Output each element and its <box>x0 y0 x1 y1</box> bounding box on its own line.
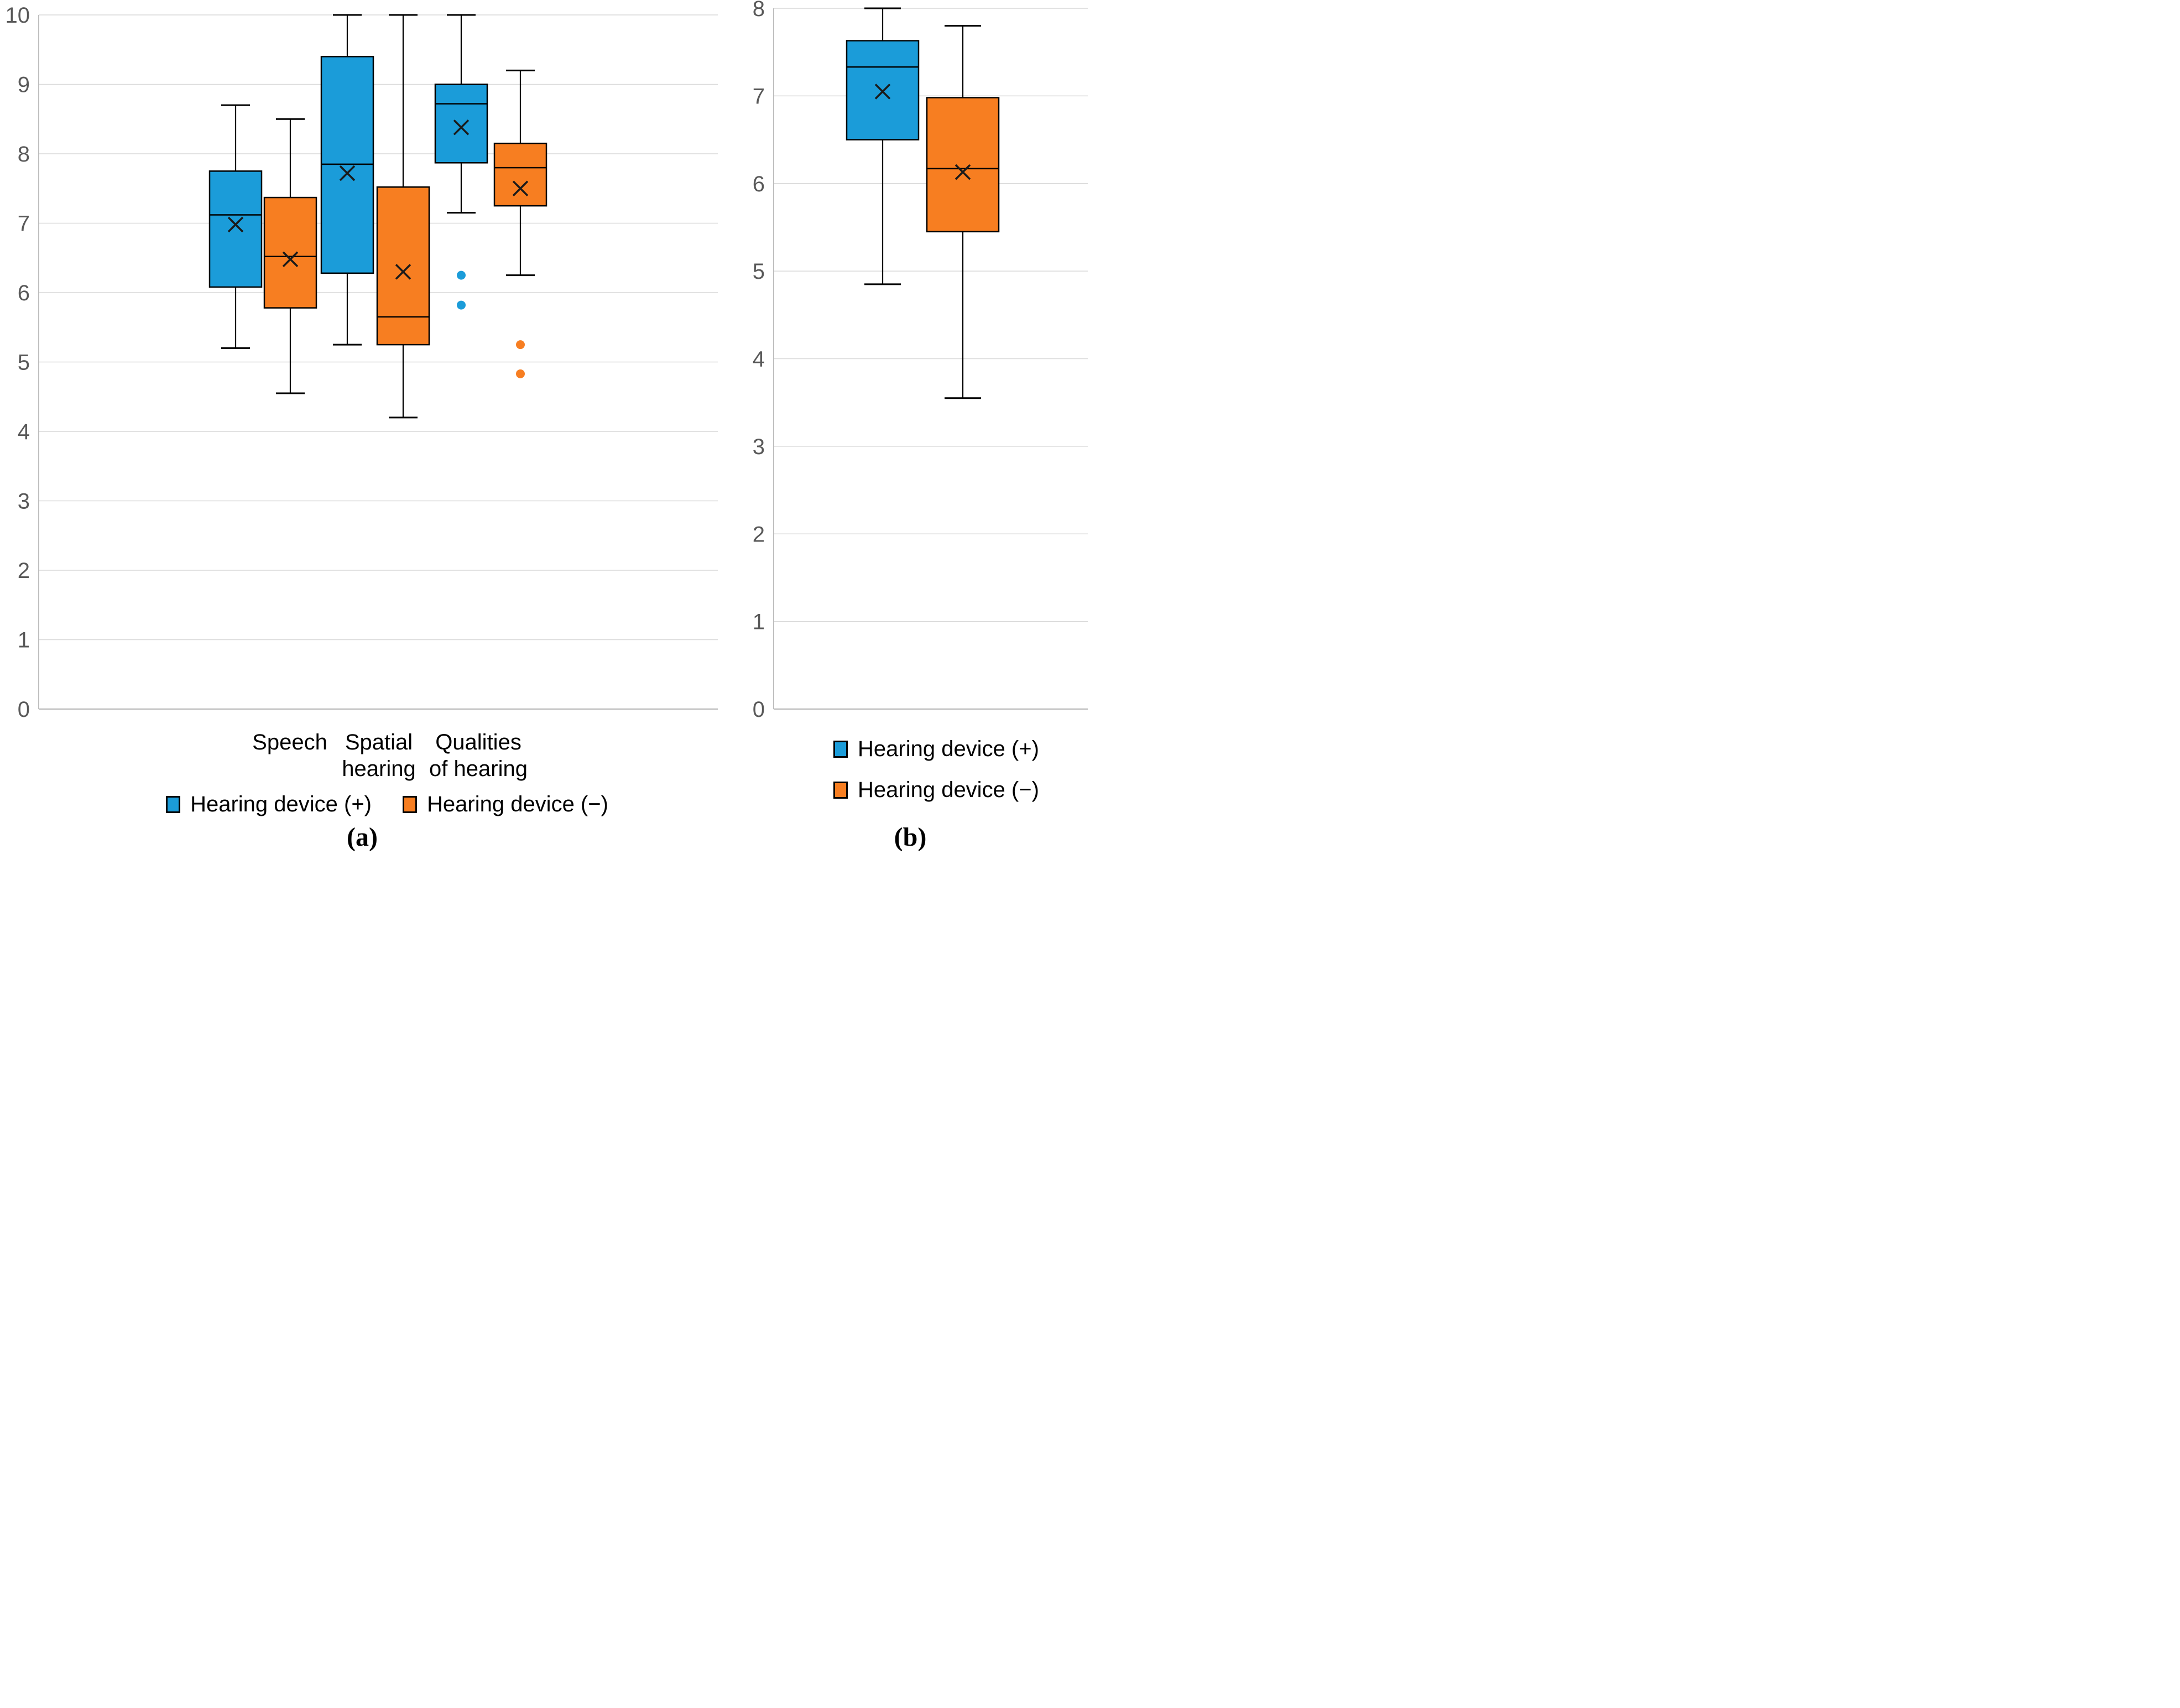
caption-a: (a) <box>347 822 378 852</box>
legend-swatch-negative-icon <box>833 782 848 799</box>
legend-item-positive: Hearing device (+) <box>166 792 372 817</box>
outlier-dot <box>457 270 466 280</box>
series-positive <box>208 14 488 349</box>
box-whisker <box>926 25 1000 399</box>
y-tick-label: 9 <box>18 73 30 97</box>
caption-b: (b) <box>894 822 927 852</box>
gridlines <box>774 8 1088 710</box>
y-tick-label: 1 <box>753 610 765 634</box>
legend-swatch-negative-icon <box>403 796 417 813</box>
y-tick-label: 4 <box>753 347 765 372</box>
legend-item-negative: Hearing device (−) <box>833 778 1039 803</box>
y-tick-label: 5 <box>753 259 765 284</box>
category-label-line: Qualities <box>435 730 521 754</box>
y-axis-tick-labels: 8 7 6 5 4 3 2 1 0 <box>753 0 765 722</box>
legend-label-negative: Hearing device (−) <box>427 792 608 816</box>
category-label-line: of hearing <box>429 757 528 781</box>
box-whisker <box>208 104 263 349</box>
category-label-line: Speech <box>252 730 327 754</box>
series-negative <box>263 14 547 419</box>
box-whisker <box>320 14 374 346</box>
category-label-line: Spatial <box>345 730 413 754</box>
outlier-dot <box>457 300 466 310</box>
box-whisker <box>263 118 317 394</box>
y-tick-label: 7 <box>18 212 30 236</box>
y-tick-label: 3 <box>18 490 30 514</box>
y-tick-label: 0 <box>18 697 30 722</box>
y-tick-label: 5 <box>18 351 30 375</box>
legend-item-positive: Hearing device (+) <box>833 737 1039 762</box>
y-tick-label: 0 <box>753 697 765 722</box>
y-tick-label: 2 <box>753 522 765 546</box>
boxplot-chart-b: 8 7 6 5 4 3 2 1 0 <box>753 0 1088 722</box>
legend-label-positive: Hearing device (+) <box>858 737 1039 761</box>
y-tick-label: 8 <box>753 0 765 21</box>
y-tick-label: 7 <box>753 84 765 108</box>
legend-a: Hearing device (+) Hearing device (−) <box>0 792 724 817</box>
box-whisker <box>434 14 488 310</box>
category-label-qualities-of-hearing: Qualities of hearing <box>390 729 567 782</box>
category-label-speech: Speech <box>201 729 378 756</box>
y-tick-label: 8 <box>18 142 30 166</box>
legend-item-negative: Hearing device (−) <box>403 792 608 817</box>
figure-boxplots: 10 9 8 7 6 5 4 3 2 1 0 Speech Spatial hearing Qual… <box>0 0 1090 854</box>
series-negative <box>926 25 1000 399</box>
box-whisker <box>376 14 430 419</box>
legend-label-positive: Hearing device (+) <box>190 792 372 816</box>
outlier-dot <box>516 369 525 378</box>
y-tick-label: 4 <box>18 420 30 444</box>
legend-b: Hearing device (+) Hearing device (−) <box>833 737 1039 803</box>
y-tick-label: 10 <box>6 3 30 28</box>
category-label-line: hearing <box>342 757 416 781</box>
category-label-spatial-hearing: Spatial hearing <box>290 729 467 782</box>
panel-b: 8 7 6 5 4 3 2 1 0 Hearing device (+) Hearing dev… <box>731 0 1090 854</box>
box-whisker <box>846 7 920 285</box>
series-positive <box>846 7 920 285</box>
y-tick-label: 3 <box>753 435 765 459</box>
gridlines <box>39 14 718 710</box>
legend-label-negative: Hearing device (−) <box>858 778 1039 802</box>
y-tick-label: 1 <box>18 628 30 653</box>
outlier-dot <box>516 340 525 350</box>
y-tick-label: 2 <box>18 559 30 583</box>
y-tick-label: 6 <box>18 281 30 305</box>
legend-swatch-positive-icon <box>166 796 181 813</box>
box-whisker <box>493 69 547 378</box>
y-tick-label: 6 <box>753 172 765 196</box>
legend-swatch-positive-icon <box>833 741 848 758</box>
panel-a: 10 9 8 7 6 5 4 3 2 1 0 Speech Spatial hearing Qual… <box>0 0 724 854</box>
